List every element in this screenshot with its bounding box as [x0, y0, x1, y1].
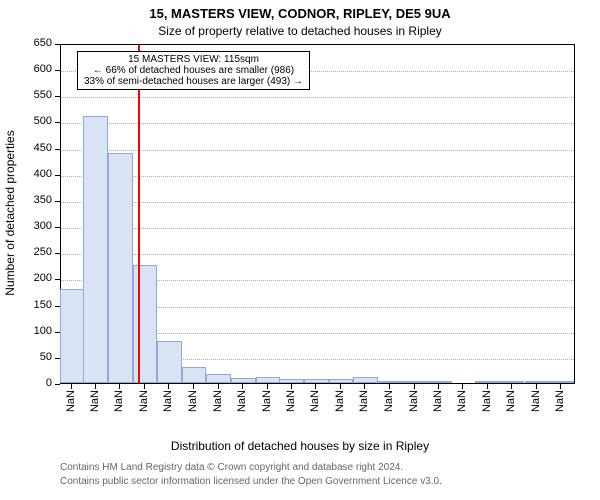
- callout-box: 15 MASTERS VIEW: 115sqm← 66% of detached…: [77, 51, 310, 90]
- histogram-bar: [206, 374, 231, 383]
- histogram-bar: [60, 289, 85, 383]
- y-axis-label: Number of detached properties: [3, 113, 17, 313]
- x-axis-label: Distribution of detached houses by size …: [0, 439, 600, 453]
- histogram-bar: [108, 153, 133, 383]
- histogram-bar: [500, 381, 525, 383]
- histogram-bar: [83, 116, 108, 383]
- histogram-bar: [231, 378, 256, 383]
- histogram-bar: [525, 381, 550, 383]
- histogram-bar: [549, 381, 574, 383]
- histogram-bar: [279, 379, 304, 383]
- page-title: 15, MASTERS VIEW, CODNOR, RIPLEY, DE5 9U…: [0, 6, 600, 21]
- callout-line1: 15 MASTERS VIEW: 115sqm: [84, 54, 303, 65]
- callout-line3: 33% of semi-detached houses are larger (…: [84, 76, 303, 87]
- histogram-bar: [157, 341, 182, 383]
- chart-area: 15 MASTERS VIEW: 115sqm← 66% of detached…: [60, 44, 575, 384]
- histogram-bar: [378, 381, 403, 383]
- caption-line-1: Contains HM Land Registry data © Crown c…: [60, 462, 403, 473]
- histogram-bar: [475, 381, 500, 383]
- histogram-bar: [402, 381, 427, 383]
- callout-line2: ← 66% of detached houses are smaller (98…: [84, 65, 303, 76]
- chart-container: { "title": "15, MASTERS VIEW, CODNOR, RI…: [0, 0, 600, 500]
- histogram-bar: [256, 377, 281, 383]
- histogram-bar: [304, 379, 329, 383]
- caption-line-2: Contains public sector information licen…: [60, 476, 442, 487]
- histogram-bar: [133, 265, 158, 383]
- histogram-bar: [427, 381, 452, 383]
- page-subtitle: Size of property relative to detached ho…: [0, 24, 600, 38]
- histogram-bar: [329, 379, 354, 383]
- histogram-bar: [353, 377, 378, 383]
- marker-line: [138, 45, 140, 383]
- histogram-bar: [182, 367, 207, 383]
